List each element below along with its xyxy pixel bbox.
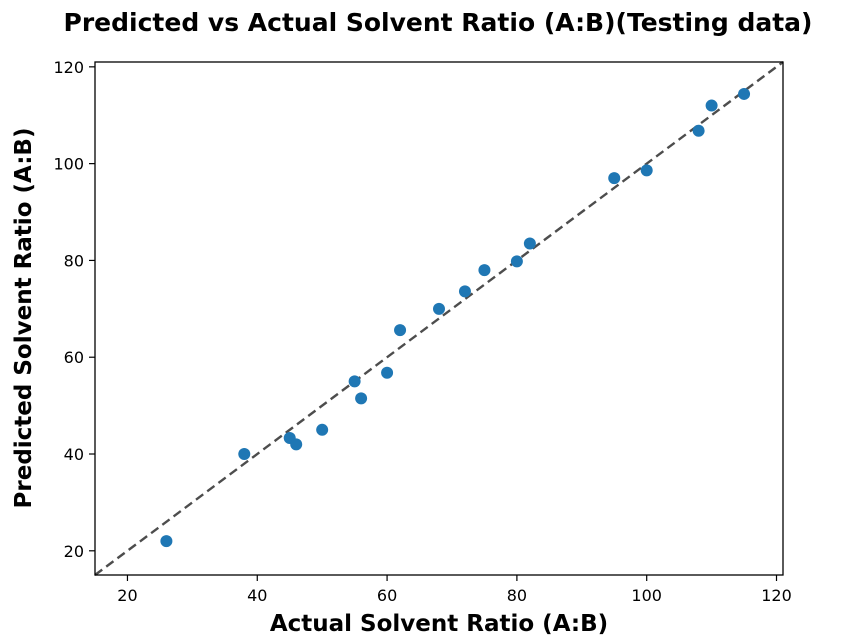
data-point xyxy=(523,237,536,250)
data-point xyxy=(433,302,445,315)
y-tick-label: 40 xyxy=(64,445,84,464)
x-tick-label: 20 xyxy=(117,586,137,605)
chart-title: Predicted vs Actual Solvent Ratio (A:B)(… xyxy=(64,8,813,37)
data-point xyxy=(478,264,491,277)
data-point xyxy=(608,172,621,185)
data-point xyxy=(160,535,173,548)
data-point xyxy=(705,99,718,112)
y-tick-label: 80 xyxy=(64,251,84,270)
x-tick-label: 40 xyxy=(247,586,267,605)
x-axis-ticks: 20 40 60 80 100 120 xyxy=(117,575,792,605)
plot-frame xyxy=(94,61,784,576)
reference-line-layer xyxy=(94,61,784,576)
data-point xyxy=(348,375,361,388)
y-tick-label: 60 xyxy=(64,348,84,367)
y-axis-ticks: 20 40 60 80 100 120 xyxy=(53,58,95,561)
y-tick-label: 120 xyxy=(53,58,84,77)
x-tick-label: 120 xyxy=(761,586,792,605)
data-points-layer xyxy=(160,87,751,548)
data-point xyxy=(238,448,251,461)
x-axis-label: Actual Solvent Ratio (A:B) xyxy=(270,611,608,636)
y-tick-label: 20 xyxy=(64,542,84,561)
y-axis-label: Predicted Solvent Ratio (A:B) xyxy=(11,128,37,509)
data-point xyxy=(381,366,394,379)
data-point xyxy=(738,87,751,100)
data-point xyxy=(510,255,523,268)
data-point xyxy=(355,392,368,405)
data-point xyxy=(640,164,653,177)
y-tick-label: 100 xyxy=(53,155,84,174)
data-point xyxy=(290,438,303,451)
x-tick-label: 80 xyxy=(507,586,527,605)
data-point xyxy=(458,285,471,298)
x-tick-label: 60 xyxy=(377,586,397,605)
data-point xyxy=(316,423,329,436)
x-tick-label: 100 xyxy=(631,586,662,605)
data-point xyxy=(692,124,705,137)
data-point xyxy=(394,324,407,337)
reference-line xyxy=(94,61,784,576)
plot-area xyxy=(94,61,784,576)
